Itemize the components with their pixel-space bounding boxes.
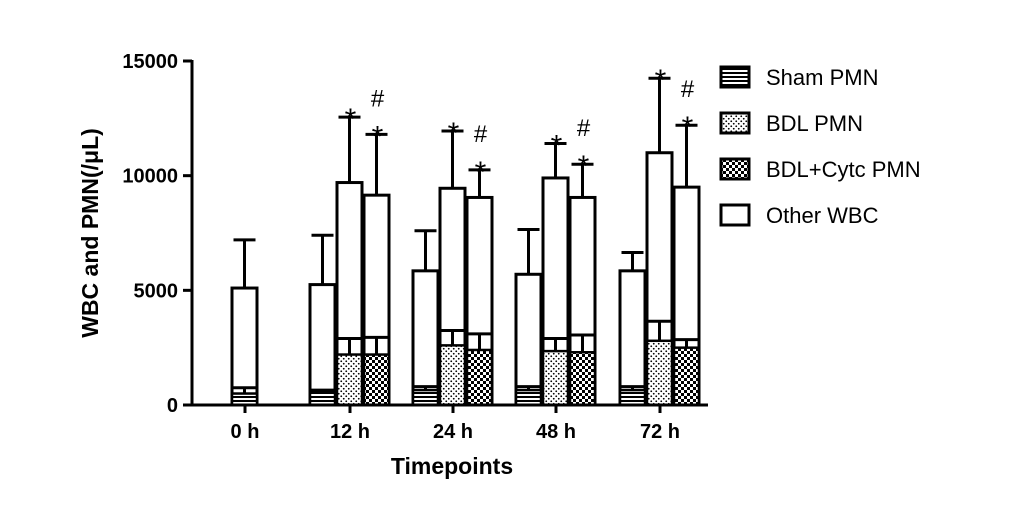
legend-label: BDL+Cytc PMN	[766, 157, 921, 182]
bar-pmn	[411, 388, 440, 407]
significance-marker: *	[475, 156, 487, 189]
x-axis-title: Timepoints	[391, 453, 513, 479]
bar-other-wbc	[618, 269, 647, 407]
legend-swatch	[719, 203, 751, 227]
y-tick-label: 15000	[122, 51, 178, 73]
bar-pmn	[514, 388, 543, 407]
bar-pmn	[438, 344, 467, 407]
bar-other-wbc	[411, 269, 440, 407]
legend-swatch	[719, 111, 751, 135]
legend-label: Sham PMN	[766, 65, 878, 90]
legend-label: Other WBC	[766, 203, 879, 228]
legend: Sham PMN BDL PMN BDL+Cytc PMN Other WBC	[719, 65, 921, 228]
bar-pmn	[568, 351, 597, 407]
x-tick-label: 48 h	[536, 421, 576, 443]
plot-area: * # * * # * * # * * # *	[230, 64, 701, 407]
significance-marker: *	[372, 120, 384, 153]
legend-swatch	[719, 157, 751, 181]
bar-pmn	[672, 346, 701, 407]
significance-marker: #	[371, 85, 385, 112]
bar-pmn	[541, 349, 570, 407]
significance-marker: *	[578, 150, 590, 183]
x-tick-label: 0 h	[231, 421, 260, 443]
y-tick-label: 10000	[122, 166, 178, 188]
y-axis: WBC and PMN(/μL) 0 5000 10000 15000	[77, 51, 194, 417]
bar-pmn	[618, 388, 647, 407]
x-axis: Timepoints 0 h 12 h 24 h 48 h 72 h	[191, 403, 708, 479]
y-tick-label: 5000	[134, 280, 179, 302]
x-tick-label: 72 h	[640, 421, 680, 443]
legend-label: BDL PMN	[766, 111, 863, 136]
bar-pmn	[308, 391, 337, 407]
bar-pmn	[335, 353, 364, 407]
bar-pmn	[230, 392, 259, 407]
significance-marker: *	[345, 103, 357, 136]
significance-marker: *	[448, 117, 460, 150]
significance-marker: #	[474, 121, 488, 148]
bar-pmn	[362, 353, 391, 407]
legend-swatch	[719, 65, 751, 89]
bar-pmn	[645, 339, 674, 407]
y-tick-label: 0	[167, 395, 178, 417]
bar-other-wbc	[308, 283, 337, 407]
significance-marker: #	[577, 115, 591, 142]
significance-marker: #	[681, 76, 695, 103]
significance-marker: *	[551, 130, 563, 163]
x-tick-label: 24 h	[433, 421, 473, 443]
bar-pmn	[465, 348, 494, 407]
significance-marker: *	[682, 111, 694, 144]
significance-marker: *	[655, 64, 667, 97]
y-axis-title: WBC and PMN(/μL)	[77, 128, 103, 338]
x-tick-label: 12 h	[330, 421, 370, 443]
